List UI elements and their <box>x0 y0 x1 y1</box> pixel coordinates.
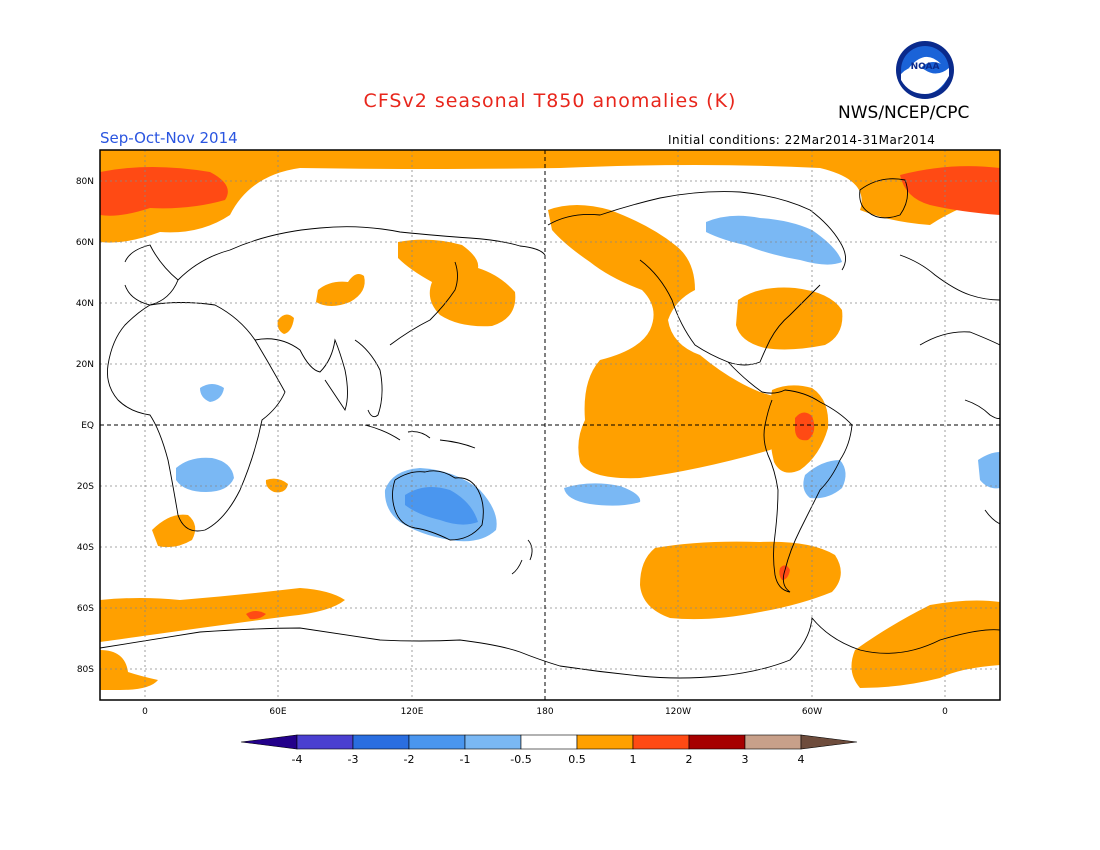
lat-label: 20S <box>77 482 94 492</box>
anomaly-region-amazon-core <box>795 412 815 441</box>
lon-label: 0 <box>942 707 948 717</box>
lat-label: 60N <box>76 238 94 248</box>
colorbar-label: -2 <box>404 753 415 766</box>
anomaly-region-south-pacific-cold <box>564 483 641 506</box>
anomaly-region-sahel-cold <box>200 384 224 402</box>
lon-label: 180 <box>536 707 553 717</box>
anomaly-region-southern-ocean-west <box>100 588 345 642</box>
anomaly-region-arctic-core-east <box>900 166 1000 215</box>
anomaly-region-africa-cold <box>176 457 234 492</box>
anomaly-region-east-atlantic-cold <box>978 452 1000 489</box>
lat-label: EQ <box>81 421 94 431</box>
colorbar-label: 1 <box>630 753 637 766</box>
lat-label: 60S <box>77 604 94 614</box>
logo-text: NOAA <box>911 62 940 72</box>
colorbar-swatch <box>352 734 410 750</box>
anomaly-region-canada-cold <box>706 215 842 265</box>
anomaly-region-madagascar-east <box>265 478 288 493</box>
colorbar-swatch <box>296 734 354 750</box>
anomaly-region-arctic <box>100 150 1000 243</box>
chart-title: CFSv2 seasonal T850 anomalies (K) <box>363 90 737 112</box>
lon-label: 0 <box>142 707 148 717</box>
colorbar-swatch <box>520 734 578 750</box>
anomaly-region-southern-ocean-east <box>851 600 1000 688</box>
anomaly-region-australia-cold-core <box>405 486 478 525</box>
colorbar: -4 -3 -2 -1 -0.5 0.5 1 2 3 4 <box>240 734 858 766</box>
anomaly-region-pacific <box>548 205 805 479</box>
agency-label: NWS/NCEP/CPC <box>838 103 970 123</box>
lat-label: 80S <box>77 665 94 675</box>
colorbar-arrow-high <box>800 734 858 750</box>
anomaly-region-southern-ocean-core <box>246 611 266 620</box>
lon-label: 120E <box>401 707 424 717</box>
colorbar-label: -3 <box>348 753 359 766</box>
colorbar-swatch <box>464 734 522 750</box>
season-label: Sep-Oct-Nov 2014 <box>100 129 238 147</box>
anomaly-region-south-pacific <box>640 541 841 620</box>
initial-conditions-label: Initial conditions: 22Mar2014-31Mar2014 <box>668 133 936 147</box>
anomaly-region-southern-africa <box>152 514 196 548</box>
anomaly-fields <box>100 150 1000 690</box>
latitude-labels: 80N 60N 40N 20N EQ 20S 40S 60S 80S <box>76 177 94 675</box>
colorbar-label: 2 <box>686 753 693 766</box>
lon-label: 120W <box>665 707 691 717</box>
colorbar-swatch <box>744 734 802 750</box>
lat-label: 40N <box>76 299 94 309</box>
lat-label: 20N <box>76 360 94 370</box>
colorbar-arrow-low <box>240 734 298 750</box>
map-frame <box>99 149 1001 701</box>
anomaly-region-north-atlantic <box>736 287 843 350</box>
colorbar-label: 4 <box>798 753 805 766</box>
colorbar-swatch <box>632 734 690 750</box>
colorbar-label: -0.5 <box>510 753 531 766</box>
colorbar-swatch <box>688 734 746 750</box>
colorbar-swatch <box>576 734 634 750</box>
colorbar-label: 0.5 <box>568 753 586 766</box>
lat-label: 40S <box>77 543 94 553</box>
lat-label: 80N <box>76 177 94 187</box>
anomaly-region-patagonia-core <box>779 565 790 580</box>
anomaly-region-central-asia <box>316 274 365 306</box>
coastlines <box>100 178 1000 679</box>
anomaly-region-arctic-core-west <box>100 167 228 216</box>
colorbar-swatch <box>408 734 466 750</box>
colorbar-label: 3 <box>742 753 749 766</box>
colorbar-label: -1 <box>460 753 471 766</box>
lon-label: 60W <box>802 707 822 717</box>
anomaly-region-middle-east <box>277 314 294 334</box>
longitude-labels: 0 60E 120E 180 120W 60W 0 <box>142 707 948 717</box>
lon-label: 60E <box>269 707 286 717</box>
noaa-logo-icon: NOAA <box>895 40 955 100</box>
anomaly-region-antarctic-west <box>100 650 158 690</box>
equator-dateline <box>100 150 1000 700</box>
colorbar-label: -4 <box>292 753 303 766</box>
